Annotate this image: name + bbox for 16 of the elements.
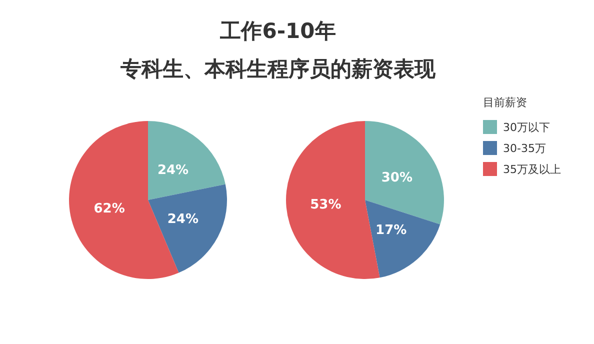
data-label: 62%: [94, 201, 125, 216]
data-label: 53%: [310, 197, 342, 212]
legend-title: 目前薪资: [483, 96, 527, 109]
legend-label: 35万及以上: [503, 163, 561, 176]
data-label: 17%: [376, 223, 407, 238]
pie-slice: [365, 121, 444, 224]
data-label: 30%: [381, 170, 413, 186]
legend-label: 30万以下: [503, 121, 550, 134]
data-label: 24%: [157, 162, 189, 178]
text: 工作6-10年: [219, 19, 336, 43]
pie-slice: [148, 121, 226, 200]
text: 专科生、本科生程序员的薪资表现: [120, 57, 436, 81]
pie-slice: [365, 200, 440, 278]
pie-slice: [148, 184, 227, 273]
legend-label: 30-35万: [503, 142, 546, 155]
data-label: 24%: [167, 212, 198, 227]
